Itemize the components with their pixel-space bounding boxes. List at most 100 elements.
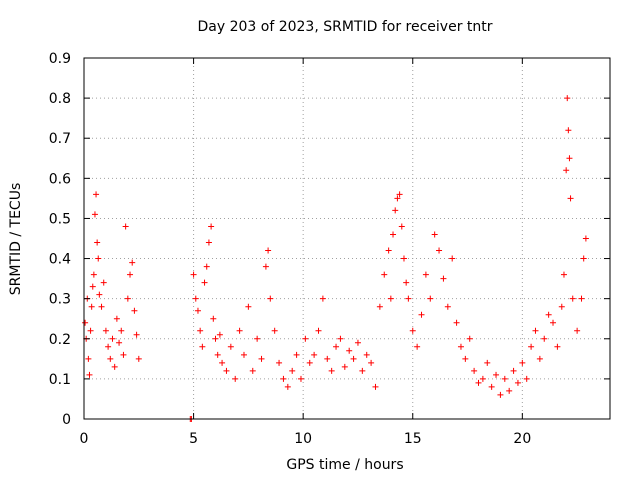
data-point <box>536 355 543 362</box>
data-point <box>190 271 197 278</box>
data-point <box>249 367 256 374</box>
data-point <box>258 355 265 362</box>
data-point <box>131 307 138 314</box>
data-point <box>293 351 300 358</box>
data-point <box>440 275 447 282</box>
data-point <box>91 211 98 218</box>
data-point <box>98 303 105 310</box>
data-point <box>315 327 322 334</box>
data-point <box>88 303 95 310</box>
data-point <box>363 351 370 358</box>
data-point <box>289 367 296 374</box>
data-point <box>550 319 557 326</box>
y-tick-label: 0.6 <box>49 171 71 187</box>
data-point <box>560 271 567 278</box>
data-point <box>396 191 403 198</box>
data-point <box>95 255 102 262</box>
chart-title: Day 203 of 2023, SRMTID for receiver tnt… <box>197 19 492 35</box>
data-point <box>376 303 383 310</box>
data-point <box>223 367 230 374</box>
y-tick-label: 0.9 <box>49 51 71 67</box>
data-point <box>319 295 326 302</box>
data-point <box>118 327 125 334</box>
data-point <box>466 335 473 342</box>
data-point <box>232 375 239 382</box>
data-point <box>262 263 269 270</box>
data-point <box>387 295 394 302</box>
data-point <box>368 359 375 366</box>
data-point <box>111 363 118 370</box>
data-point <box>276 359 283 366</box>
data-point <box>449 255 456 262</box>
data-point <box>129 259 136 266</box>
plot-frame <box>83 57 611 420</box>
data-point <box>324 355 331 362</box>
y-tick-label: 0.1 <box>49 372 71 388</box>
data-point <box>422 271 429 278</box>
axis-ticks: 0 0.1 0.2 0.3 0.4 0.5 0.6 0.7 0.8 0.9 0 5 10 15 20 <box>49 51 610 447</box>
data-point <box>554 343 561 350</box>
data-point <box>109 335 116 342</box>
data-point <box>236 327 243 334</box>
data-point <box>194 307 201 314</box>
data-point <box>488 383 495 390</box>
data-point <box>105 343 112 350</box>
data-point <box>265 247 272 254</box>
y-tick-label: 0 <box>62 412 71 428</box>
x-tick-label: 15 <box>404 431 422 447</box>
data-point <box>102 327 109 334</box>
data-point <box>203 263 210 270</box>
data-point <box>94 239 101 246</box>
data-point <box>113 315 120 322</box>
data-point <box>337 335 344 342</box>
x-tick-label: 20 <box>513 431 531 447</box>
data-point <box>346 347 353 354</box>
data-point <box>528 343 535 350</box>
y-axis-title: SRMTID / TECUs <box>8 183 24 296</box>
data-point <box>122 223 129 230</box>
data-point <box>484 359 491 366</box>
data-point <box>85 355 92 362</box>
y-tick-label: 0.3 <box>49 292 71 308</box>
data-point <box>302 335 309 342</box>
data-point <box>510 367 517 374</box>
data-point <box>120 351 127 358</box>
data-point <box>497 391 504 398</box>
data-point <box>394 195 401 202</box>
data-point <box>427 295 434 302</box>
y-tick-label: 0.4 <box>49 252 71 268</box>
data-point <box>565 127 572 134</box>
data-point <box>541 335 548 342</box>
data-point <box>403 279 410 286</box>
data-point <box>436 247 443 254</box>
data-point <box>199 343 206 350</box>
data-point <box>254 335 261 342</box>
data-point <box>359 367 366 374</box>
data-point <box>398 223 405 230</box>
data-point <box>116 339 123 346</box>
data-point <box>341 363 348 370</box>
data-point <box>227 343 234 350</box>
data-point <box>514 379 521 386</box>
data-point <box>210 315 217 322</box>
data-point <box>93 191 100 198</box>
data-point <box>471 367 478 374</box>
data-point <box>245 303 252 310</box>
data-point <box>333 343 340 350</box>
data-point <box>107 355 114 362</box>
data-point <box>82 319 89 326</box>
data-point <box>444 303 451 310</box>
data-point <box>453 319 460 326</box>
data-point <box>392 207 399 214</box>
data-point <box>493 371 500 378</box>
data-point <box>219 359 226 366</box>
data-point <box>409 327 416 334</box>
data-point <box>86 371 93 378</box>
data-point <box>457 343 464 350</box>
data-point <box>381 271 388 278</box>
data-point <box>328 367 335 374</box>
x-axis-title: GPS time / hours <box>286 457 403 473</box>
data-point <box>506 387 513 394</box>
data-point <box>580 255 587 262</box>
